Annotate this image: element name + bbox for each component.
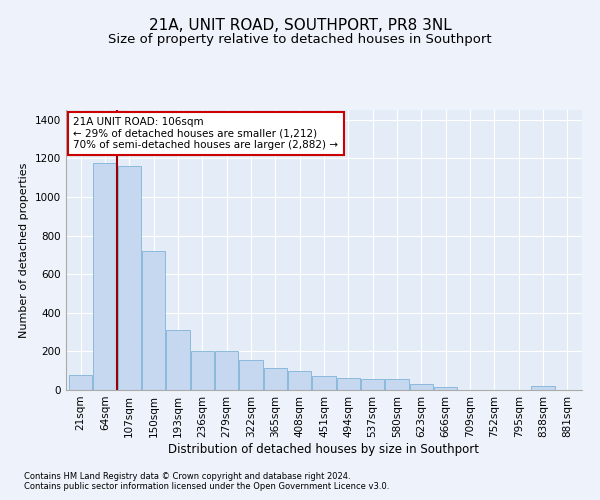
Text: 21A UNIT ROAD: 106sqm
← 29% of detached houses are smaller (1,212)
70% of semi-d: 21A UNIT ROAD: 106sqm ← 29% of detached … xyxy=(73,117,338,150)
Bar xyxy=(118,166,141,390)
X-axis label: Distribution of detached houses by size in Southport: Distribution of detached houses by size … xyxy=(169,442,479,456)
Bar xyxy=(215,352,238,390)
Text: 21A, UNIT ROAD, SOUTHPORT, PR8 3NL: 21A, UNIT ROAD, SOUTHPORT, PR8 3NL xyxy=(149,18,451,32)
Text: Contains HM Land Registry data © Crown copyright and database right 2024.: Contains HM Land Registry data © Crown c… xyxy=(24,472,350,481)
Bar xyxy=(239,360,263,390)
Bar xyxy=(142,251,165,390)
Bar xyxy=(288,370,311,390)
Bar xyxy=(191,352,214,390)
Bar xyxy=(69,374,92,390)
Bar xyxy=(410,384,433,390)
Bar xyxy=(361,380,384,390)
Bar xyxy=(166,330,190,390)
Bar xyxy=(313,376,335,390)
Bar xyxy=(264,368,287,390)
Text: Size of property relative to detached houses in Southport: Size of property relative to detached ho… xyxy=(108,32,492,46)
Text: Contains public sector information licensed under the Open Government Licence v3: Contains public sector information licen… xyxy=(24,482,389,491)
Y-axis label: Number of detached properties: Number of detached properties xyxy=(19,162,29,338)
Bar xyxy=(434,386,457,390)
Bar xyxy=(94,163,116,390)
Bar xyxy=(385,380,409,390)
Bar xyxy=(337,378,360,390)
Bar xyxy=(532,386,554,390)
